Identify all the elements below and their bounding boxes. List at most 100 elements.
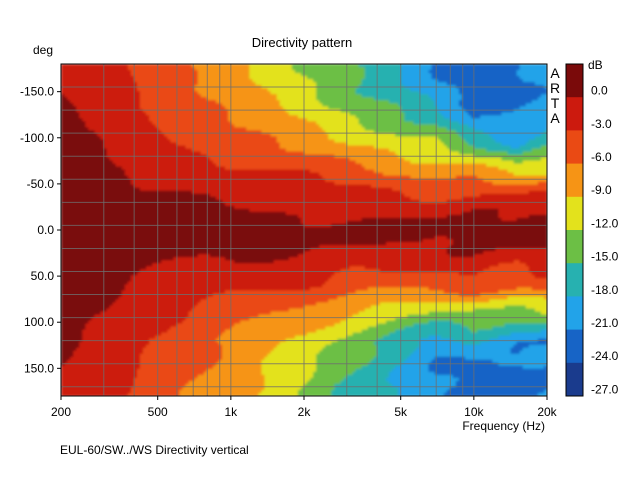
heatmap-cell <box>103 130 108 135</box>
heatmap-cell <box>440 79 445 83</box>
heatmap-cell <box>218 148 223 153</box>
heatmap-cell <box>240 109 244 113</box>
heatmap-cell <box>109 73 114 77</box>
heatmap-cell <box>486 136 490 141</box>
heatmap-cell <box>474 106 478 110</box>
heatmap-cell <box>300 64 305 68</box>
heatmap-cell <box>431 148 436 153</box>
heatmap-cell <box>209 64 214 68</box>
heatmap-cell <box>61 142 65 147</box>
heatmap-cell <box>206 100 211 104</box>
heatmap-cell <box>325 136 329 141</box>
heatmap-cell <box>240 94 244 98</box>
heatmap-cell <box>127 67 132 71</box>
heatmap-cell <box>461 121 466 125</box>
heatmap-cell <box>82 73 86 77</box>
heatmap-cell <box>130 157 135 162</box>
heatmap-cell <box>531 145 536 150</box>
heatmap-cell <box>328 115 332 119</box>
heatmap-cell <box>468 109 472 113</box>
heatmap-cell <box>358 127 363 131</box>
heatmap-cell <box>179 64 184 68</box>
heatmap-cell <box>501 112 506 116</box>
heatmap-cell <box>355 139 360 144</box>
heatmap-cell <box>209 103 214 107</box>
heatmap-cell <box>464 148 469 153</box>
heatmap-cell <box>218 115 223 119</box>
heatmap-cell <box>215 106 220 110</box>
heatmap-cell <box>395 130 399 135</box>
heatmap-cell <box>288 100 293 104</box>
heatmap-cell <box>361 130 366 135</box>
heatmap-cell <box>471 151 475 156</box>
heatmap-cell <box>164 115 168 119</box>
heatmap-cell <box>121 73 126 77</box>
heatmap-cell <box>203 145 208 150</box>
heatmap-cell <box>255 115 260 119</box>
heatmap-cell <box>300 127 305 131</box>
heatmap-cell <box>373 112 378 116</box>
heatmap-cell <box>346 109 351 113</box>
heatmap-cell <box>337 142 342 147</box>
heatmap-cell <box>310 127 314 131</box>
heatmap-cell <box>474 139 478 144</box>
heatmap-cell <box>364 97 369 101</box>
heatmap-cell <box>194 88 199 92</box>
heatmap-cell <box>483 106 487 110</box>
heatmap-cell <box>413 82 417 86</box>
heatmap-cell <box>249 79 253 83</box>
heatmap-cell <box>249 115 253 119</box>
heatmap-cell <box>143 64 147 68</box>
heatmap-cell <box>225 88 229 92</box>
heatmap-cell <box>64 127 68 131</box>
heatmap-cell <box>97 121 102 125</box>
heatmap-cell <box>425 139 430 144</box>
heatmap-cell <box>127 118 132 122</box>
heatmap-cell <box>498 112 503 116</box>
heatmap-cell <box>146 157 150 162</box>
heatmap-cell <box>492 91 496 95</box>
heatmap-cell <box>310 142 314 147</box>
heatmap-cell <box>115 145 120 150</box>
heatmap-cell <box>294 82 299 86</box>
heatmap-cell <box>486 70 490 74</box>
heatmap-cell <box>331 130 335 135</box>
heatmap-cell <box>249 94 253 98</box>
heatmap-cell <box>483 136 487 141</box>
heatmap-cell <box>279 115 284 119</box>
heatmap-cell <box>401 91 405 95</box>
heatmap-cell <box>243 151 247 156</box>
heatmap-cell <box>94 145 99 150</box>
heatmap-cell <box>422 148 427 153</box>
heatmap-cell <box>243 142 247 147</box>
heatmap-cell <box>376 145 381 150</box>
heatmap-cell <box>310 100 314 104</box>
heatmap-cell <box>540 112 545 116</box>
heatmap-cell <box>139 109 144 113</box>
heatmap-cell <box>328 67 332 71</box>
heatmap-cell <box>155 64 159 68</box>
heatmap-cell <box>67 91 71 95</box>
heatmap-cell <box>455 73 460 77</box>
heatmap-cell <box>510 79 515 83</box>
heatmap-cell <box>76 100 80 104</box>
heatmap-cell <box>91 97 96 101</box>
heatmap-cell <box>422 94 427 98</box>
heatmap-cell <box>288 112 293 116</box>
heatmap-cell <box>255 67 260 71</box>
heatmap-cell <box>471 118 475 122</box>
heatmap-cell <box>373 100 378 104</box>
heatmap-cell <box>407 91 411 95</box>
heatmap-cell <box>392 109 396 113</box>
heatmap-cell <box>240 106 244 110</box>
heatmap-cell <box>246 112 250 116</box>
heatmap-cell <box>234 151 238 156</box>
heatmap-cell <box>513 133 518 138</box>
heatmap-cell <box>228 91 232 95</box>
heatmap-cell <box>149 124 153 128</box>
heatmap-cell <box>355 127 360 131</box>
heatmap-cell <box>449 145 454 150</box>
heatmap-cell <box>376 112 381 116</box>
heatmap-cell <box>70 118 74 122</box>
heatmap-cell <box>540 79 545 83</box>
